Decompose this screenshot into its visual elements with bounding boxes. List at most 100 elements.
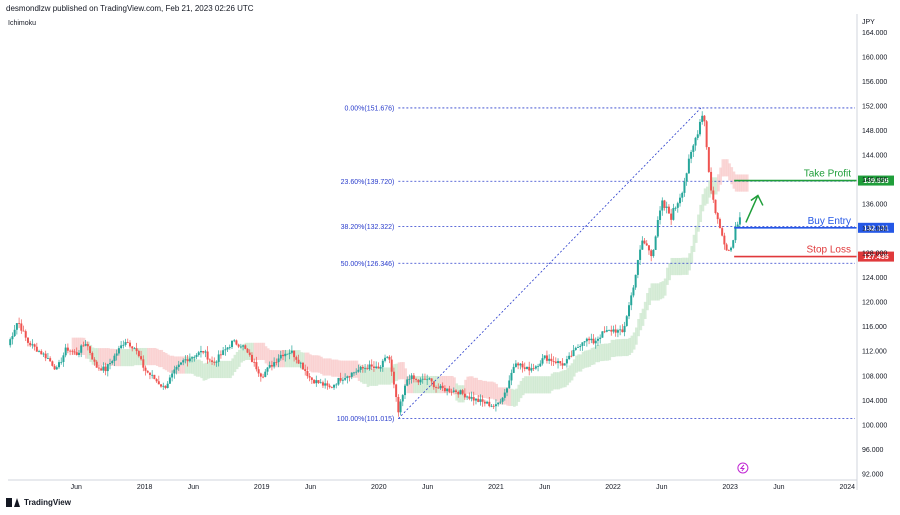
candle-body [421, 378, 424, 380]
candle-body [111, 361, 114, 364]
trade-level-label: Stop Loss [807, 245, 851, 256]
candle-body [299, 362, 302, 364]
candle-body [525, 366, 528, 369]
candle-body [268, 365, 271, 368]
cloud-segment [324, 358, 328, 376]
candle-body [663, 200, 666, 208]
cloud-segment [147, 347, 150, 366]
cloud-segment [164, 353, 168, 371]
cloud-segment [273, 350, 277, 368]
candle-body [131, 346, 134, 349]
fib-trend-line[interactable] [398, 107, 702, 419]
candle-body [716, 213, 719, 220]
candle-body [348, 376, 351, 378]
candle-body [670, 213, 673, 220]
candle-body [315, 380, 318, 384]
brand-footer[interactable]: TradingView [6, 498, 71, 507]
cloud-segment [249, 342, 252, 360]
candle-body [714, 199, 717, 214]
candle-body [224, 349, 227, 351]
cloud-segment [253, 342, 257, 360]
cloud-segment [555, 372, 558, 390]
candle-body [674, 207, 677, 209]
candle-body [636, 259, 639, 275]
candle-body [639, 249, 642, 260]
cloud-segment [557, 372, 561, 390]
candle-body [352, 372, 355, 374]
candle-body [164, 385, 167, 388]
cloud-segment [548, 376, 552, 394]
cloud-segment [730, 167, 734, 185]
candle-body [406, 379, 409, 386]
y-tick-label: 120.000 [862, 300, 887, 307]
cloud-segment [646, 293, 649, 311]
cloud-segment [93, 348, 97, 366]
cloud-segment [233, 354, 237, 373]
candle-body [599, 337, 602, 339]
candle-body [75, 352, 78, 355]
cloud-segment [473, 377, 476, 395]
candle-body [15, 323, 18, 330]
event-marker-icon[interactable] [737, 462, 749, 474]
cloud-segment [218, 360, 221, 379]
trade-level-label: Take Profit [804, 169, 851, 180]
cloud-segment [717, 174, 720, 192]
candle-body [184, 359, 187, 361]
cloud-segment [355, 360, 359, 378]
cloud-segment [530, 376, 534, 394]
candle-body [262, 376, 265, 378]
candle-body [594, 340, 597, 344]
candle-body [46, 358, 49, 359]
cloud-segment [200, 360, 204, 379]
y-tick-label: 164.000 [862, 30, 887, 37]
candle-body [357, 369, 360, 372]
cloud-segment [435, 375, 439, 394]
candle-body [162, 385, 165, 387]
cloud-segment [621, 338, 625, 357]
candle-body [122, 344, 125, 346]
candle-body [375, 366, 378, 369]
cloud-segment [484, 380, 487, 399]
candle-body [197, 352, 200, 355]
cloud-segment [626, 338, 629, 357]
candle-body [410, 375, 413, 379]
candle-body [537, 366, 540, 368]
cloud-segment [519, 380, 523, 399]
candle-body [235, 340, 238, 345]
cloud-segment [426, 375, 430, 394]
candle-body [84, 344, 87, 346]
cloud-segment [654, 283, 658, 301]
candle-body [148, 372, 151, 375]
y-tick-label: 100.000 [862, 422, 887, 429]
cloud-segment [692, 234, 696, 252]
cloud-segment [497, 387, 501, 405]
cloud-segment [552, 372, 556, 390]
cloud-segment [388, 367, 392, 385]
trade-levels: Take Profit 139.836 Buy Entry 132.131 Stop L… [734, 169, 894, 262]
candle-body [647, 245, 650, 251]
cloud-segment [368, 368, 372, 386]
cloud-segment [430, 375, 434, 394]
candle-body [286, 353, 289, 355]
cloud-segment [282, 350, 286, 368]
cloud-segment [313, 355, 317, 373]
cloud-segment [450, 375, 454, 394]
cloud-segment [209, 360, 212, 379]
cloud-segment [315, 355, 319, 373]
cloud-segment [668, 262, 671, 281]
candle-body [517, 363, 520, 366]
candle-body [255, 362, 258, 370]
candle-body [457, 391, 460, 395]
cloud-segment [242, 343, 246, 362]
cloud-segment [579, 354, 583, 372]
cloud-segment [470, 376, 474, 394]
cloud-segment [379, 367, 383, 385]
candle-body [195, 354, 198, 357]
candle-body [379, 367, 382, 369]
candle-body [468, 396, 471, 399]
x-tick-label: 2020 [371, 484, 387, 491]
cloud-segment [293, 350, 297, 368]
candle-body [273, 362, 276, 367]
candle-body [226, 347, 229, 350]
